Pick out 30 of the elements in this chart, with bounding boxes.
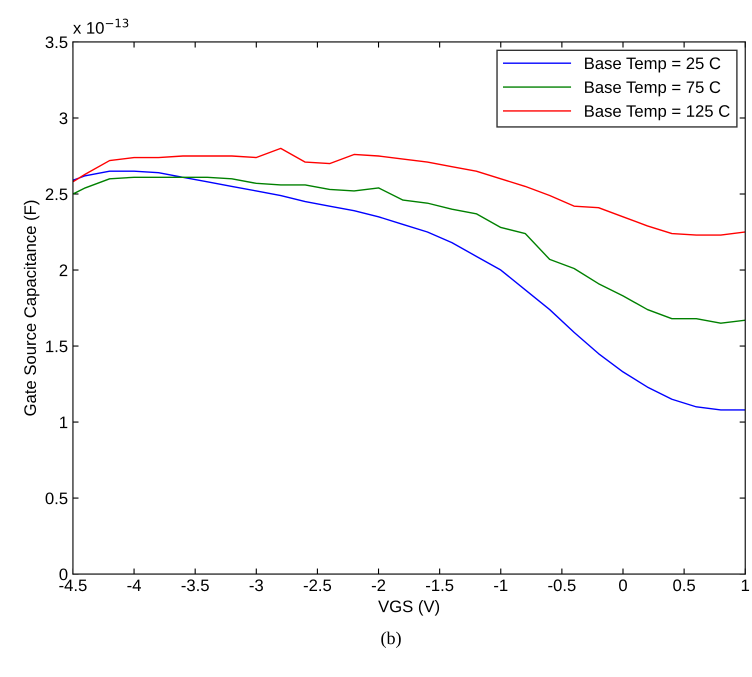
y-tick-label: 3 bbox=[59, 112, 68, 124]
y-tick-label: 2 bbox=[60, 264, 68, 276]
x-axis-title: VGS (V) bbox=[378, 600, 440, 616]
line-series bbox=[72, 148, 746, 236]
x-tick-label: -2.5 bbox=[304, 579, 332, 592]
line-series bbox=[72, 170, 746, 411]
x-tick-label: 1 bbox=[742, 580, 750, 592]
x-tick-label: -3 bbox=[250, 579, 263, 592]
legend-label: Base Temp = 75 C bbox=[585, 81, 720, 96]
x-tick-label: -1 bbox=[494, 580, 508, 592]
x-tick-label: 0 bbox=[619, 579, 627, 592]
x-tick-label: -4.5 bbox=[59, 580, 87, 592]
line-series bbox=[72, 176, 746, 324]
y-tick-label: 3.5 bbox=[46, 36, 68, 48]
y-tick-label: 0.5 bbox=[46, 492, 68, 504]
x-tick-label: -4 bbox=[127, 580, 141, 592]
x-tick-label: -3.5 bbox=[182, 579, 209, 592]
y-tick-label: 2.5 bbox=[46, 188, 68, 200]
legend-label: Base Temp = 25 C bbox=[585, 57, 720, 73]
y-tick-label: 1.5 bbox=[46, 340, 68, 352]
x-tick-label: 0.5 bbox=[673, 579, 695, 592]
y-tick-label: 0 bbox=[59, 568, 68, 580]
legend-label: Base Temp = 125 C bbox=[585, 105, 730, 120]
x-tick-label: -1.5 bbox=[426, 580, 454, 592]
text: (b) bbox=[381, 632, 401, 648]
x-tick-label: -2 bbox=[372, 579, 386, 592]
text: x 10$^{−13}$ bbox=[73, 18, 128, 34]
y-tick-label: 1 bbox=[60, 416, 68, 428]
y-axis-title: Gate Source Capacitance (F) bbox=[24, 200, 40, 416]
x-tick-label: -0.5 bbox=[548, 579, 576, 592]
